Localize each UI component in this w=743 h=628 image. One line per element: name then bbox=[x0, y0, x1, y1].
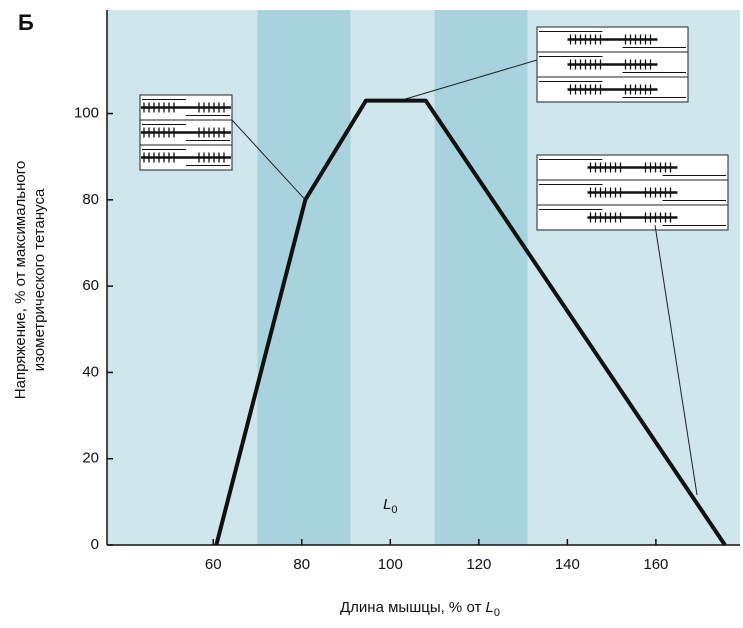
y-label-line: Напряжение, % от максимального bbox=[12, 161, 29, 399]
x-tick-label: 60 bbox=[205, 556, 222, 573]
y-axis-label: Напряжение, % от максимального изометрич… bbox=[12, 161, 48, 399]
annotation: L0 bbox=[383, 496, 397, 516]
x-tick-label: 160 bbox=[643, 556, 668, 573]
y-label-line: изометрического тетануса bbox=[31, 188, 48, 371]
shaded-range bbox=[434, 10, 528, 545]
annotation-symbol: L bbox=[383, 496, 391, 513]
x-tick-label: 80 bbox=[293, 556, 310, 573]
y-tick-label: 0 bbox=[91, 536, 99, 553]
y-tick-label: 100 bbox=[74, 105, 99, 122]
leader-line bbox=[654, 224, 698, 496]
panel-label: Б bbox=[18, 10, 34, 35]
x-axis-label: Длина мышцы, % от L0 bbox=[340, 599, 500, 619]
y-tick-label: 20 bbox=[82, 450, 99, 467]
sarcomere-diagram bbox=[139, 94, 233, 171]
x-label-subscript: 0 bbox=[494, 607, 500, 619]
x-tick-label: 100 bbox=[378, 556, 403, 573]
y-tick-label: 40 bbox=[82, 363, 99, 380]
x-tick-label: 120 bbox=[466, 556, 491, 573]
shaded-range bbox=[257, 10, 351, 545]
leader-line bbox=[399, 59, 538, 102]
x-tick-label: 140 bbox=[555, 556, 580, 573]
sarcomere-diagram bbox=[536, 154, 729, 231]
leader-line bbox=[231, 119, 306, 201]
sarcomere-diagram bbox=[536, 26, 689, 103]
x-label-text: Длина мышцы, % от bbox=[340, 599, 481, 616]
data-line bbox=[214, 98, 727, 547]
x-label-symbol: L bbox=[486, 599, 494, 616]
annotation-subscript: 0 bbox=[391, 504, 397, 516]
y-tick-label: 80 bbox=[82, 191, 99, 208]
y-tick-label: 60 bbox=[82, 277, 99, 294]
